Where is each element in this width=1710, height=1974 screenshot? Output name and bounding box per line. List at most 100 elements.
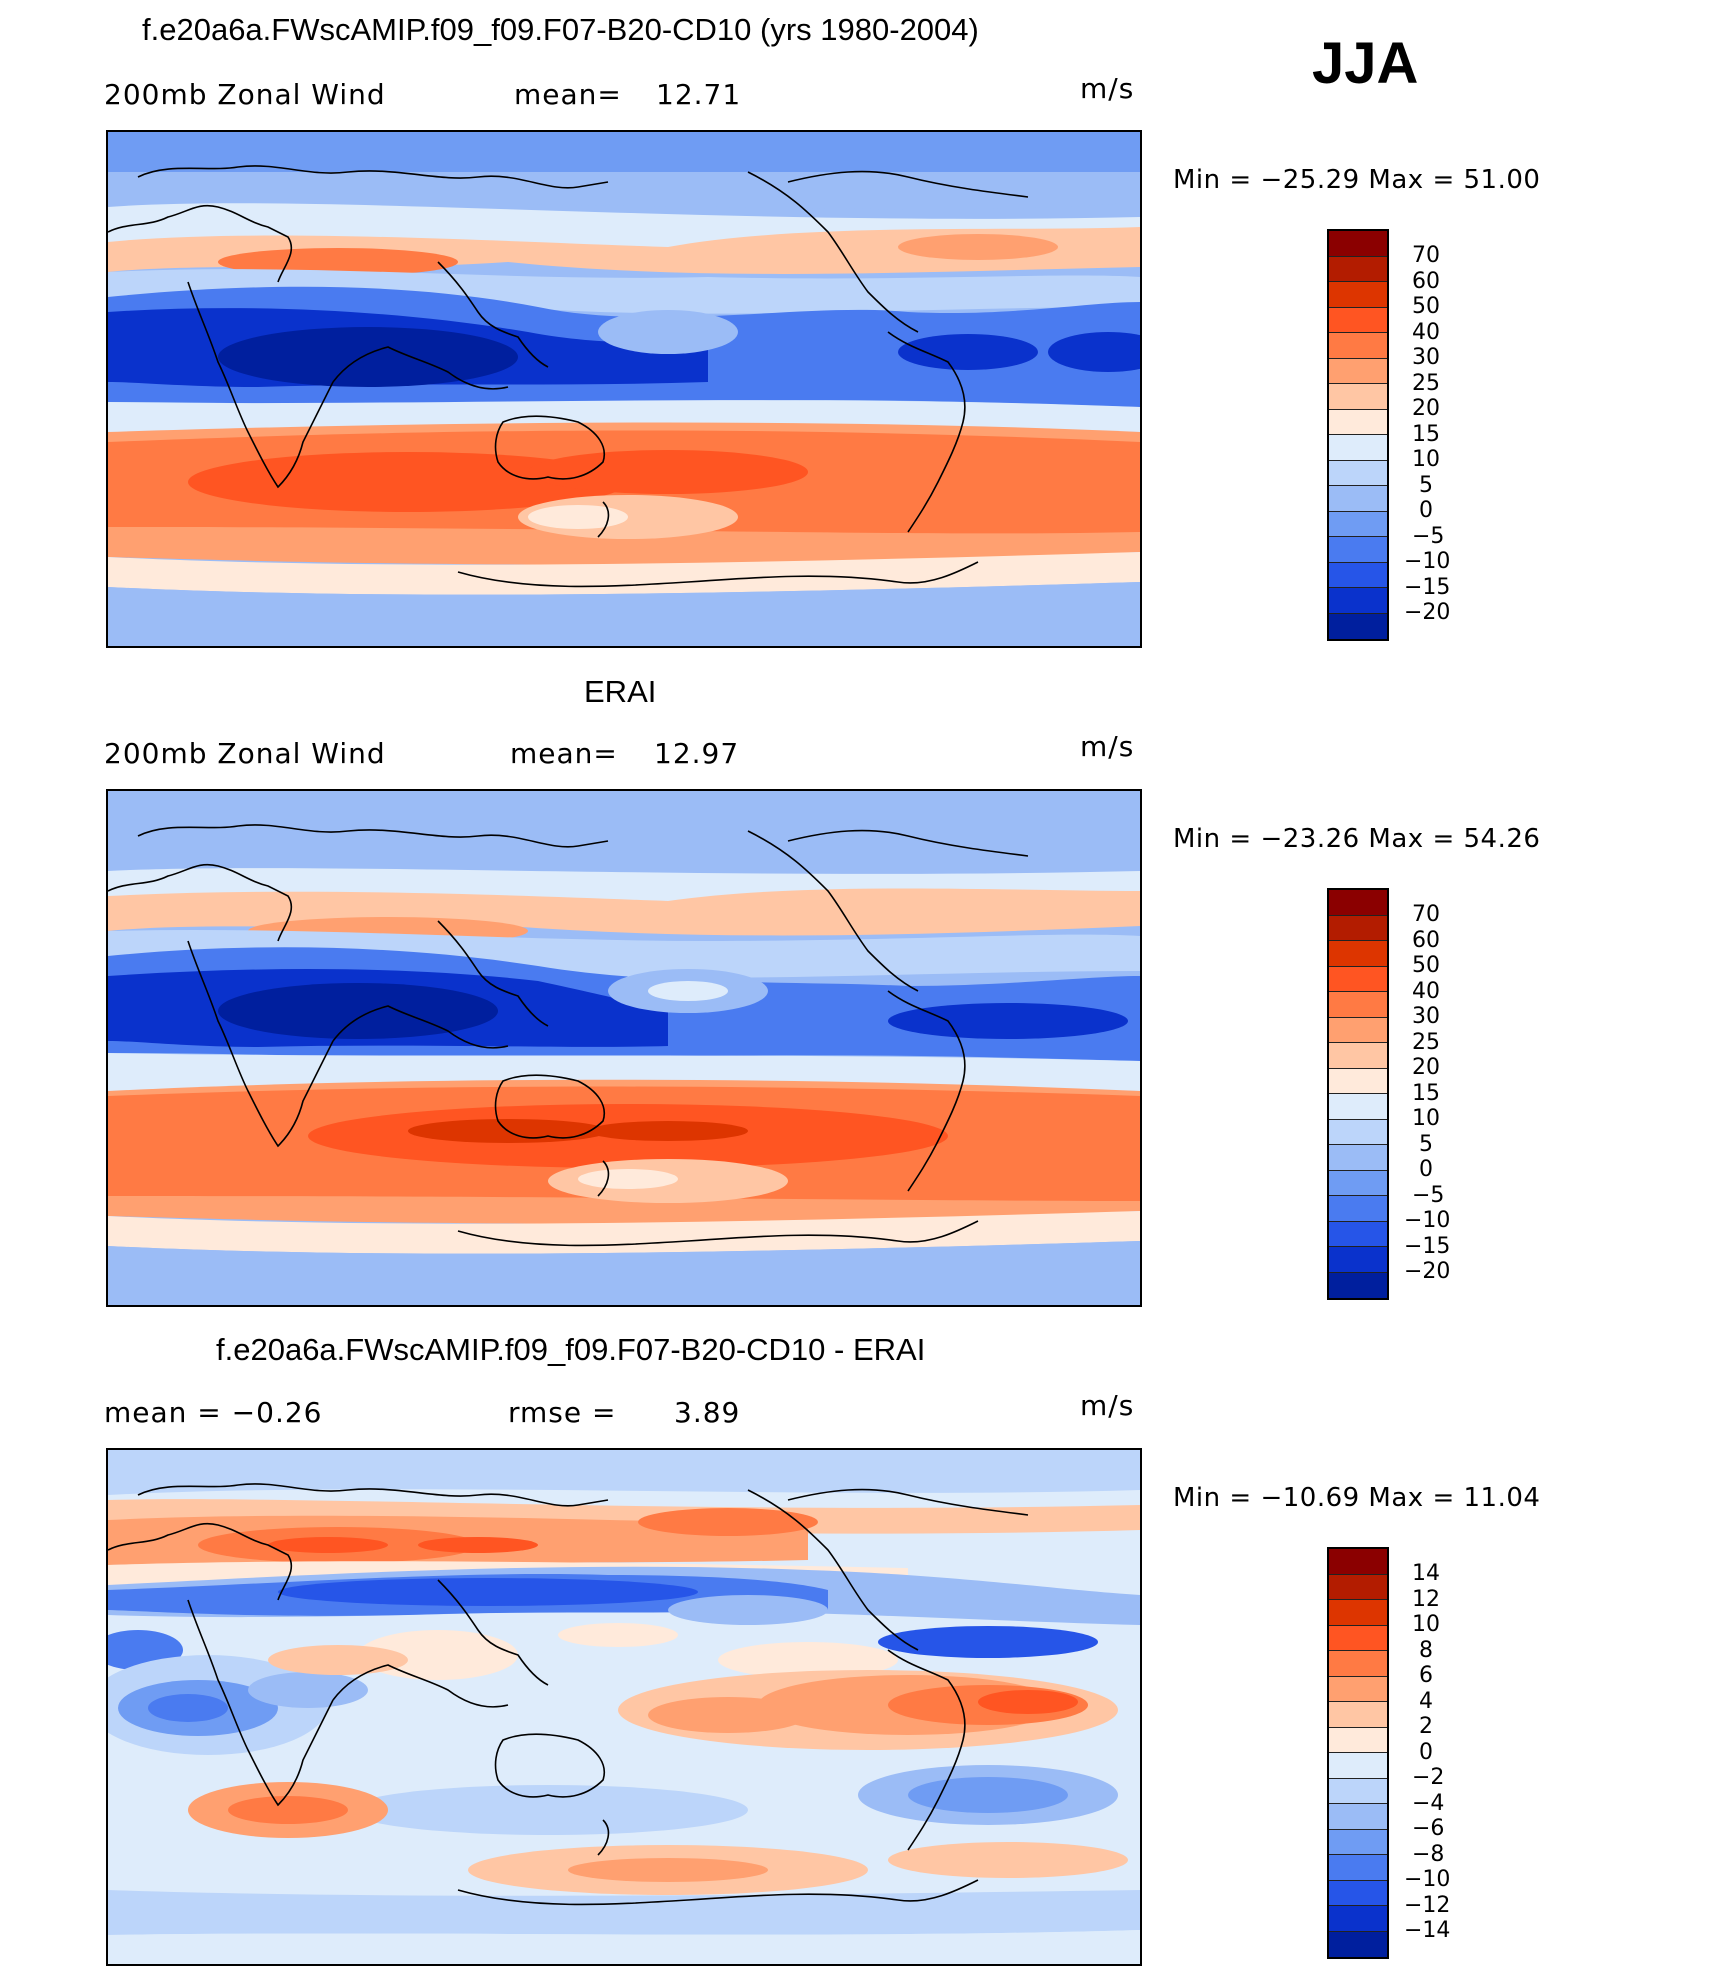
panel-1-colorbar-swatch [1329,588,1387,614]
panel-2-colorbar-swatch [1329,1043,1387,1069]
panel-2-map [106,789,1142,1307]
panel-3-contour-field [108,1450,1140,1964]
panel-1-colorbar-swatch [1329,435,1387,461]
panel-2-title: ERAI [584,674,657,709]
panel-1-colorbar [1327,229,1389,641]
panel-2-colorbar-swatch [1329,1145,1387,1171]
panel-3-colorbar-label: 14 [1412,1561,1440,1586]
panel-3-colorbar-swatch [1329,1651,1387,1677]
panel-2-colorbar-swatch [1329,1119,1387,1145]
panel-2-colorbar-label: 40 [1412,979,1440,1004]
panel-3-colorbar-label: −8 [1412,1842,1445,1867]
panel-1-colorbar-label: 25 [1412,371,1440,396]
panel-3-colorbar-swatch [1329,1549,1387,1575]
panel-1-title: f.e20a6a.FWscAMIP.f09_f09.F07-B20-CD10 (… [142,12,979,47]
panel-3-colorbar-swatch [1329,1574,1387,1600]
panel-2-colorbar-swatch [1329,1221,1387,1247]
panel-1-colorbar-label: 15 [1412,422,1440,447]
panel-3-colorbar-swatch [1329,1600,1387,1626]
panel-2-colorbar-label: 25 [1412,1030,1440,1055]
panel-1-colorbar-swatch [1329,486,1387,512]
panel-2-colorbar-label: 30 [1412,1004,1440,1029]
panel-2-colorbar-swatch [1329,915,1387,941]
panel-3-colorbar-swatch [1329,1931,1387,1957]
panel-3-rmse-value: 3.89 [674,1396,741,1429]
panel-2-contour-field [108,791,1140,1305]
panel-1-mean-value: 12.71 [656,78,742,111]
panel-3-colorbar-swatch [1329,1829,1387,1855]
panel-1-colorbar-label: 0 [1419,498,1433,523]
panel-3-colorbar-label: −14 [1404,1918,1451,1943]
panel-3-colorbar-label: 10 [1412,1612,1440,1637]
panel-1-contour-field [108,132,1140,646]
panel-2-colorbar-swatch [1329,1247,1387,1273]
panel-3-min-max: Min = −10.69 Max = 11.04 [1173,1483,1541,1513]
panel-2-colorbar-label: −5 [1412,1183,1445,1208]
panel-2-min-max: Min = −23.26 Max = 54.26 [1173,824,1541,854]
panel-2-colorbar-label: −20 [1404,1259,1451,1284]
panel-3-colorbar-swatch [1329,1778,1387,1804]
panel-1-colorbar-label: 5 [1419,473,1433,498]
panel-2-colorbar-label: 0 [1419,1157,1433,1182]
panel-1-colorbar-swatch [1329,409,1387,435]
panel-3-colorbar-label: 8 [1419,1638,1433,1663]
panel-3-colorbar-swatch [1329,1727,1387,1753]
panel-2-colorbar-swatch [1329,1272,1387,1298]
panel-3-colorbar-swatch [1329,1880,1387,1906]
panel-2-mean-value: 12.97 [654,737,740,770]
panel-2-colorbar-label: 5 [1419,1132,1433,1157]
panel-2-colorbar-label: 20 [1412,1055,1440,1080]
panel-3-colorbar-label: 2 [1419,1714,1433,1739]
panel-2-colorbar-swatch [1329,966,1387,992]
panel-2-variable-label: 200mb Zonal Wind [104,737,386,770]
panel-3-map [106,1448,1142,1966]
panel-2-colorbar-label: −10 [1404,1208,1451,1233]
panel-1-map [106,130,1142,648]
panel-3-colorbar-label: −6 [1412,1816,1445,1841]
panel-2-colorbar-label: 50 [1412,953,1440,978]
panel-3-rmse-label: rmse = [508,1396,617,1429]
panel-2-colorbar-swatch [1329,890,1387,916]
panel-3-colorbar-swatch [1329,1625,1387,1651]
panel-1-colorbar-swatch [1329,460,1387,486]
panel-2-colorbar-swatch [1329,1068,1387,1094]
panel-1-colorbar-swatch [1329,307,1387,333]
panel-1-colorbar-swatch [1329,562,1387,588]
panel-3-title: f.e20a6a.FWscAMIP.f09_f09.F07-B20-CD10 -… [216,1332,926,1367]
panel-1-colorbar-label: 20 [1412,396,1440,421]
panel-3-colorbar [1327,1547,1389,1959]
panel-1-colorbar-label: 70 [1412,243,1440,268]
panel-3-colorbar-label: −12 [1404,1893,1451,1918]
panel-3-colorbar-swatch [1329,1906,1387,1932]
panel-1-colorbar-label: 40 [1412,320,1440,345]
panel-2-colorbar-swatch [1329,1196,1387,1222]
panel-1-colorbar-label: 60 [1412,269,1440,294]
panel-3-mean-label: mean = −0.26 [104,1396,323,1429]
panel-1-variable-label: 200mb Zonal Wind [104,78,386,111]
panel-1-colorbar-label: 30 [1412,345,1440,370]
panel-2-colorbar-swatch [1329,1017,1387,1043]
panel-3-colorbar-swatch [1329,1855,1387,1881]
panel-1-mean-label: mean= [514,78,622,111]
panel-3-colorbar-label: 12 [1412,1587,1440,1612]
panel-1-colorbar-label: −20 [1404,600,1451,625]
panel-1-colorbar-swatch [1329,333,1387,359]
panel-2-colorbar-label: 60 [1412,928,1440,953]
panel-2-colorbar-label: 70 [1412,902,1440,927]
panel-1-min-max: Min = −25.29 Max = 51.00 [1173,165,1541,195]
panel-2-colorbar-label: 10 [1412,1106,1440,1131]
panel-1-colorbar-label: −5 [1412,524,1445,549]
panel-1-colorbar-label: 50 [1412,294,1440,319]
panel-1-colorbar-label: −10 [1404,549,1451,574]
panel-2-colorbar-label: −15 [1404,1234,1451,1259]
panel-2-colorbar [1327,888,1389,1300]
season-label: JJA [1312,31,1419,96]
panel-2-colorbar-swatch [1329,941,1387,967]
panel-2-colorbar-swatch [1329,1170,1387,1196]
panel-2-colorbar-swatch [1329,992,1387,1018]
panel-1-colorbar-swatch [1329,282,1387,308]
panel-2-units: m/s [1080,730,1135,763]
panel-3-colorbar-label: −4 [1412,1791,1445,1816]
panel-3-colorbar-label: −10 [1404,1867,1451,1892]
panel-1-colorbar-label: 10 [1412,447,1440,472]
